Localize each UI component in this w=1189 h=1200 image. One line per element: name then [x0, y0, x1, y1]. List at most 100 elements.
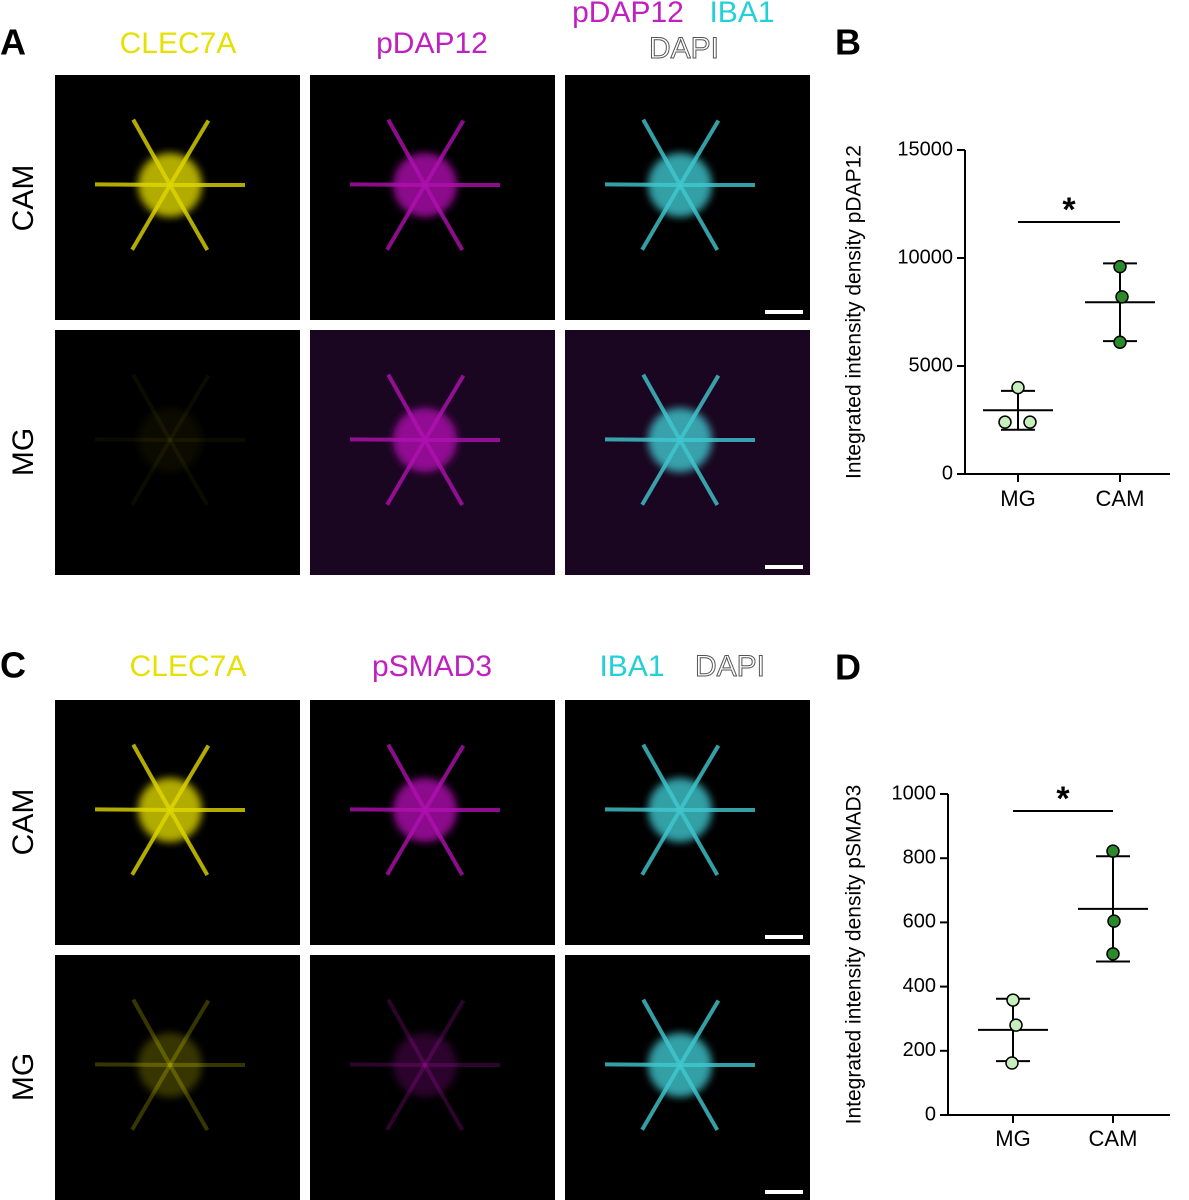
process [640, 438, 682, 506]
process [678, 119, 721, 187]
column-header: CLEC7A [120, 27, 237, 60]
data-point [1113, 259, 1127, 274]
x-tick-label: MG [995, 1126, 1030, 1151]
process [641, 373, 682, 441]
process [168, 184, 210, 252]
process [386, 998, 427, 1066]
process [423, 184, 465, 252]
data-point [1115, 290, 1129, 304]
y-tick-label: 200 [903, 1039, 936, 1061]
x-tick-label: CAM [1089, 1126, 1138, 1151]
column-header: CLEC7A [130, 650, 247, 683]
process [386, 743, 427, 811]
process [94, 437, 171, 442]
y-tick-label: 15000 [897, 138, 953, 160]
y-tick-label: 10000 [897, 246, 953, 268]
process [641, 118, 682, 186]
process [423, 744, 466, 812]
y-axis-label: Integrated intensity density pDAP12 [843, 145, 866, 479]
y-tick-label: 1000 [892, 782, 937, 804]
process [131, 743, 172, 811]
process [423, 999, 466, 1067]
process [168, 1064, 210, 1132]
process [168, 119, 211, 187]
data-point [1006, 993, 1020, 1007]
process [641, 998, 682, 1066]
row-label: CAM [7, 789, 40, 856]
y-tick-label: 0 [925, 1103, 936, 1125]
process [385, 808, 427, 876]
process [386, 118, 427, 186]
data-point [1009, 1018, 1023, 1032]
column-header: DAPI [649, 32, 719, 65]
process [386, 373, 427, 441]
data-point [1023, 415, 1037, 429]
data-point [1113, 335, 1127, 349]
process [678, 1064, 720, 1132]
process [349, 182, 426, 187]
process [349, 807, 426, 812]
y-axis-label: Integrated intensity density pSMAD3 [843, 785, 866, 1125]
process [130, 438, 172, 506]
panel-label: A [0, 22, 26, 63]
process [604, 437, 681, 442]
process [385, 438, 427, 506]
x-tick-label: CAM [1096, 486, 1145, 511]
process [640, 808, 682, 876]
data-point [1011, 380, 1025, 395]
y-tick-label: 800 [903, 846, 936, 868]
process [423, 809, 465, 877]
data-point [1005, 1056, 1019, 1070]
process [349, 1062, 426, 1067]
data-point [1107, 914, 1121, 928]
process [678, 999, 721, 1067]
panel-label: D [835, 647, 861, 688]
significance: * [1056, 780, 1070, 818]
process [385, 1063, 427, 1131]
process [423, 439, 465, 507]
process [678, 744, 721, 812]
data-point [998, 415, 1012, 429]
significance: * [1062, 191, 1076, 229]
process [678, 184, 720, 252]
row-label: MG [7, 428, 40, 476]
column-header: IBA1 [709, 0, 774, 29]
cell [138, 1033, 202, 1097]
column-header: IBA1 [599, 650, 664, 683]
micrographs [55, 75, 810, 1200]
process [385, 183, 427, 251]
process [131, 998, 172, 1066]
process [678, 374, 721, 442]
process [604, 807, 681, 812]
process [131, 118, 172, 186]
process [130, 808, 172, 876]
process [131, 373, 172, 441]
panel-label: B [835, 22, 861, 63]
process [168, 374, 211, 442]
process [168, 809, 210, 877]
y-tick-label: 5000 [909, 354, 954, 376]
process [349, 437, 426, 442]
process [168, 999, 211, 1067]
process [130, 1063, 172, 1131]
y-tick-label: 0 [942, 462, 953, 484]
x-tick-label: MG [1000, 486, 1035, 511]
process [640, 183, 682, 251]
process [604, 1062, 681, 1067]
process [604, 182, 681, 187]
process [94, 1062, 171, 1067]
column-header: pDAP12 [376, 27, 488, 60]
process [678, 439, 720, 507]
data-point [1106, 947, 1120, 961]
panel-label: C [0, 645, 26, 686]
process [168, 439, 210, 507]
row-label: MG [7, 1053, 40, 1101]
data-point [1106, 844, 1120, 858]
process [423, 119, 466, 187]
process [168, 744, 211, 812]
column-header: DAPI [695, 650, 765, 683]
column-header: pSMAD3 [372, 650, 492, 683]
process [678, 809, 720, 877]
process [94, 807, 171, 812]
